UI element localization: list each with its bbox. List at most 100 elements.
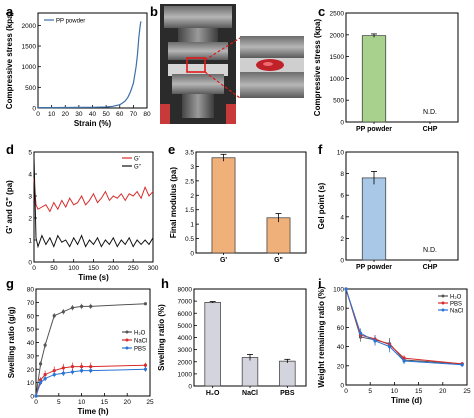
panel-a-ytick-label-1: 500 — [25, 85, 36, 92]
panel-f-category-label-1: CHP — [423, 264, 438, 271]
panel-i-legend-label-0: H₂O — [450, 295, 462, 301]
panel-g-ytick-label-2: 20 — [27, 367, 35, 374]
panel-a-ytick-label-2: 1000 — [22, 64, 37, 71]
panel-h-ytick-label-6: 6000 — [178, 311, 193, 318]
panel-f-ytick-label-5: 10 — [337, 150, 345, 157]
panel-g-ytick-label-0: 0 — [30, 394, 34, 401]
panel-e-ytick-label-1: 0.5 — [185, 236, 194, 243]
panel-d-xtick-label-4: 200 — [108, 265, 119, 272]
panel-a-ylabel: Compressive stress (kpa) — [5, 11, 14, 109]
panel-g-ytick-label-6: 60 — [27, 313, 35, 320]
panel-h-ylabel: Swelling ratio (%) — [157, 304, 166, 371]
panel-d-ytick-label-1: 1 — [28, 238, 32, 245]
panel-f-ytick-label-2: 4 — [340, 214, 344, 221]
panel-g-series-1-point-2 — [43, 373, 47, 377]
panel-g-series-2-point-2 — [43, 377, 47, 381]
panel-i-series-2-point-0 — [344, 287, 348, 291]
panel-c-category-label-0: PP powder — [356, 126, 392, 133]
panel-g-series-0-point-6 — [80, 304, 84, 308]
panel-g-legend-marker-2 — [125, 346, 129, 350]
panel-i-ytick-label-3: 60 — [337, 325, 345, 332]
panel-d-xtick-label-2: 100 — [68, 265, 79, 272]
panel-c-ytick-label-5: 2500 — [330, 11, 345, 18]
panel-g-ytick-label-5: 50 — [27, 327, 35, 334]
panel-f-frame — [345, 151, 459, 261]
panel-g-series-1-point-5 — [70, 364, 75, 369]
panel-e-ytick-label-3: 1.5 — [185, 207, 194, 214]
panel-d-ylabel: G' and G" (pa) — [5, 180, 14, 234]
panel-d-xtick-label-5: 250 — [128, 265, 139, 272]
panel-c-ytick-label-3: 1500 — [330, 54, 345, 61]
panel-a-xtick-label-8: 80 — [143, 111, 151, 118]
panel-e-category-label-1: G" — [274, 257, 283, 264]
panel-d-series-0-line — [33, 178, 154, 213]
panel-g-series-1-point-7 — [89, 364, 93, 369]
panel-h-ytick-label-7: 7000 — [178, 299, 193, 306]
panel-d-legend-label-0: G' — [134, 157, 140, 163]
panel-g-series-2-point-5 — [70, 370, 75, 374]
panel-c-ytick-label-4: 2000 — [330, 32, 345, 39]
panel-a-xtick-label-6: 60 — [116, 111, 124, 118]
panel-g-xtick-label-0: 0 — [34, 399, 38, 406]
panel-g-ytick-label-3: 30 — [27, 353, 35, 360]
panel-c-bar-1-annotation: N.D. — [423, 109, 437, 116]
panel-a-ytick-label-0: 0 — [32, 106, 36, 113]
panel-g-xtick-label-5: 25 — [146, 399, 154, 406]
panel-i-xtick-label-5: 25 — [463, 388, 471, 395]
panel-g-frame — [35, 288, 151, 397]
panel-h-bar-1 — [241, 357, 259, 387]
panel-g-legend-label-1: NaCl — [134, 339, 147, 345]
panel-g-series-1-point-6 — [80, 364, 84, 369]
panel-label-d: d — [6, 142, 14, 157]
panel-c-frame — [345, 12, 459, 123]
panel-g-legend-label-0: H₂O — [134, 331, 146, 337]
panel-a-xlabel: Strain (%) — [74, 119, 112, 128]
panel-f-ytick-label-1: 2 — [340, 236, 344, 243]
panel-i-xtick-label-0: 0 — [344, 388, 348, 395]
panel-g-xlabel: Time (h) — [78, 407, 109, 416]
panel-i-ytick-label-1: 20 — [337, 363, 345, 370]
panel-g-ytick-label-1: 10 — [27, 380, 35, 387]
panel-a-xtick-label-4: 40 — [89, 111, 97, 118]
panel-g-series-2-point-3 — [52, 373, 56, 377]
panel-g-xtick-label-3: 15 — [101, 399, 109, 406]
panel-f-category-label-0: PP powder — [356, 264, 392, 271]
panel-d-xtick-label-6: 300 — [148, 265, 159, 272]
panel-a-xtick-label-0: 0 — [36, 111, 40, 118]
panel-a-xtick-label-1: 10 — [48, 111, 56, 118]
panel-d-ytick-label-2: 2 — [28, 216, 32, 223]
panel-i-series-2-point-4 — [402, 359, 406, 363]
panel-h-bar-2 — [279, 360, 296, 387]
panel-g-series-2-point-0 — [34, 394, 38, 398]
panel-a-xtick-label-2: 20 — [62, 111, 70, 118]
panel-i-legend-marker-1 — [441, 301, 445, 305]
panel-a-ytick-label-4: 2000 — [22, 23, 37, 30]
panel-g-legend-marker-0 — [125, 330, 129, 334]
panel-e-frame — [195, 151, 307, 254]
panel-g-ytick-label-8: 80 — [27, 287, 35, 294]
panel-i-series-1-line — [345, 288, 463, 365]
panel-f-ylabel: Gel point (s) — [317, 182, 326, 229]
zoom-line-bottom — [204, 71, 241, 99]
panel-h-ytick-label-1: 1000 — [178, 371, 193, 378]
panel-a-legend-label-0: PP powder — [56, 19, 85, 25]
panel-i-xlabel: Time (d) — [391, 396, 422, 405]
panel-a-series-0-line — [38, 21, 142, 109]
panel-a-frame — [37, 12, 148, 109]
panel-e-bar-0 — [211, 157, 236, 254]
panel-h-category-label-0: H₂O — [206, 390, 220, 397]
panel-h-ytick-label-4: 4000 — [178, 335, 193, 342]
panel-label-i: i — [318, 276, 322, 291]
panel-i-series-2-point-5 — [460, 363, 464, 367]
panel-i-legend-marker-0 — [441, 294, 445, 298]
panel-c-ytick-label-0: 0 — [340, 120, 344, 127]
panel-g-legend-marker-1 — [125, 338, 129, 342]
panel-i-xtick-label-4: 20 — [439, 388, 447, 395]
panel-d-xtick-label-1: 50 — [50, 265, 58, 272]
panel-i-xtick-label-3: 15 — [415, 388, 423, 395]
panel-g-series-0-point-2 — [43, 343, 47, 347]
panel-f-ytick-label-0: 0 — [340, 258, 344, 265]
panel-label-b: b — [150, 4, 158, 19]
panel-g-series-0-point-5 — [70, 306, 75, 310]
panel-i-series-2-point-1 — [358, 331, 363, 335]
